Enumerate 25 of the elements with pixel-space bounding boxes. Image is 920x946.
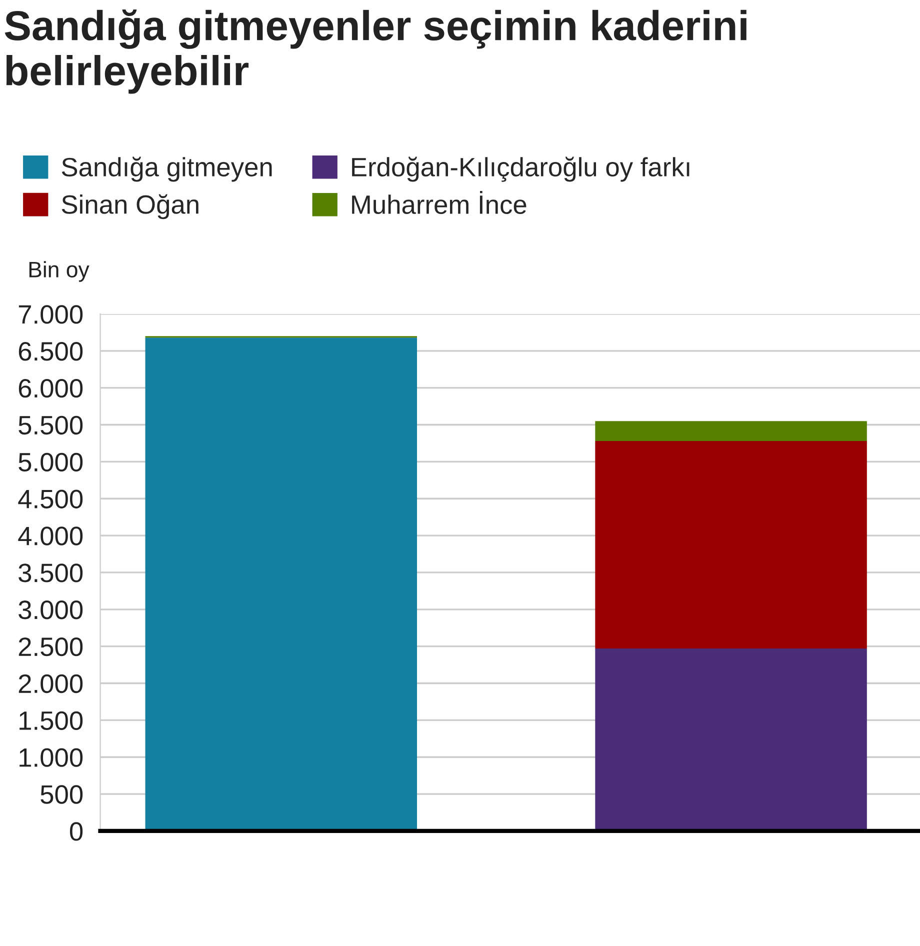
y-tick-label: 1.500 xyxy=(20,711,83,730)
y-tick-label: 4.500 xyxy=(18,490,83,508)
legend-label: Sinan Oğan xyxy=(62,194,198,220)
y-tick-label: 3.000 xyxy=(18,600,83,620)
y-tick-label: 7.000 xyxy=(18,305,83,324)
chart-title: Sandığa gitmeyenler seçimin kaderini belirleyebilir xyxy=(4,9,746,94)
y-tick-label: 6.500 xyxy=(18,342,83,361)
y-tick-label: 6.000 xyxy=(18,378,83,398)
legend-label: Erdoğan-Kılıçdaroğlu oy farkı xyxy=(352,156,690,182)
y-tick-label: 5.500 xyxy=(18,416,83,435)
bar xyxy=(595,441,867,649)
y-tick-label: 2.500 xyxy=(18,637,83,656)
y-tick-label: 3.500 xyxy=(18,564,83,582)
y-tick-label: 5.000 xyxy=(18,452,83,472)
y-tick-label: 500 xyxy=(40,785,83,804)
bar xyxy=(595,421,867,442)
legend-label: Sandığa gitmeyen xyxy=(62,156,272,182)
y-axis-title: Bin oy xyxy=(29,261,90,282)
bar xyxy=(145,338,418,831)
y-tick-label: 4.000 xyxy=(18,526,83,546)
bar xyxy=(595,648,867,831)
y-tick-label: 1.000 xyxy=(20,748,83,767)
y-tick-label: 0 xyxy=(70,822,83,841)
y-tick-label: 2.000 xyxy=(18,674,83,694)
legend-label: Muharrem İnce xyxy=(352,190,526,214)
